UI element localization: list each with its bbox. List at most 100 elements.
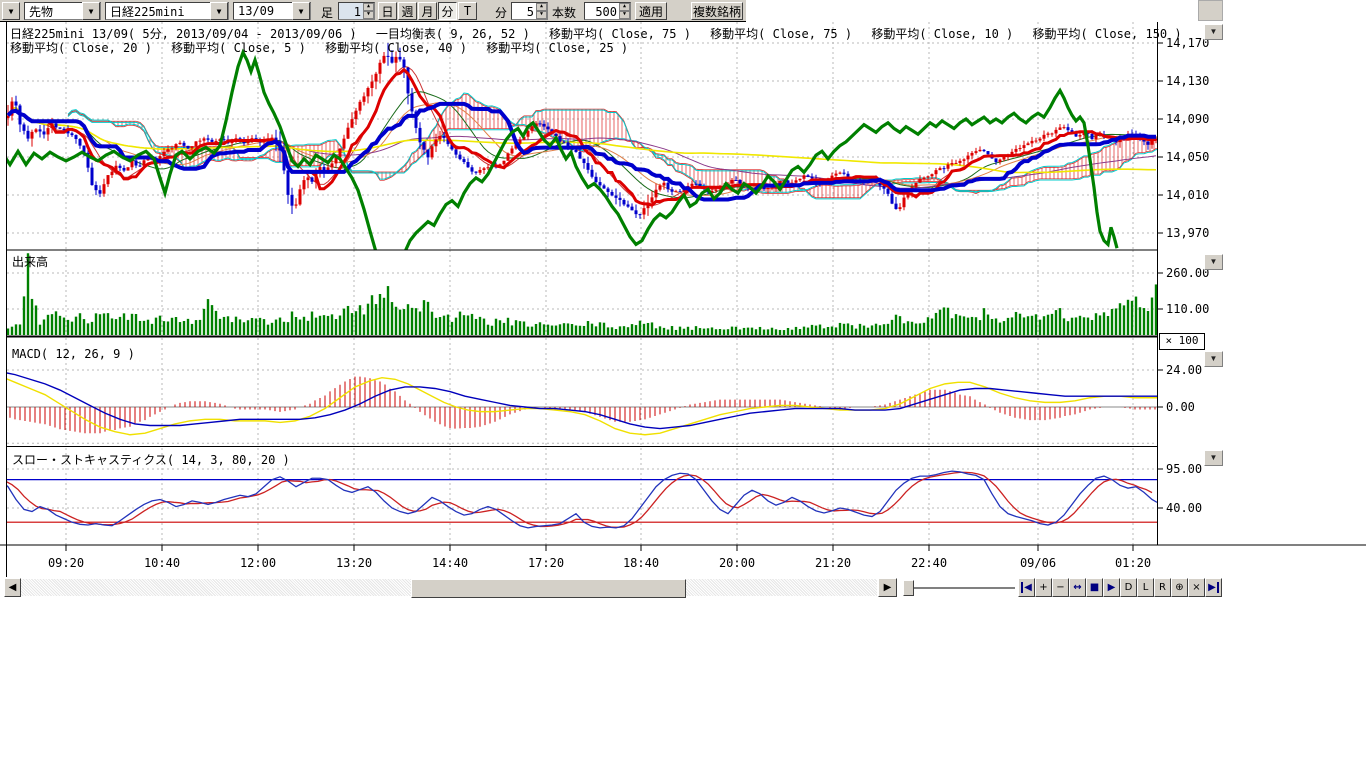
volume-multiplier-badge: × 100 [1159,333,1205,350]
svg-text:18:40: 18:40 [623,556,659,570]
menu-dropdown-button[interactable]: ▼ [2,2,20,20]
bar-width-slider[interactable] [903,578,1018,597]
price-panel-dropdown-button[interactable]: ▼ [1204,24,1223,40]
scroll-right-button[interactable]: ▶ [878,578,897,597]
slider-track[interactable] [911,587,1015,590]
period-day-button[interactable]: 日 [378,2,397,20]
svg-text:09/06: 09/06 [1020,556,1056,570]
jump-end-button-icon: ▶ [1208,582,1219,593]
apply-button[interactable]: 適用 [635,2,667,20]
legend-line-1: 日経225mini 13/09( 5分, 2013/09/04 - 2013/0… [10,27,1182,41]
count-stepper[interactable]: 500 ▲ ▼ [584,2,631,20]
svg-text:110.00: 110.00 [1166,302,1209,316]
count-label: 本数 [552,6,577,20]
stop-button-icon: ■ [1089,582,1100,593]
macd-panel-dropdown-button[interactable]: ▼ [1204,351,1223,367]
chevron-down-icon: ▼ [1209,257,1218,266]
bottom-scroll-row: ◀ ▶ ◀ + − ↔ ■ ▶ D L R ⊕ × ▶ [0,578,1226,598]
chevron-down-icon[interactable]: ▼ [292,2,310,20]
zoom-out-button[interactable]: − [1052,578,1069,597]
stoch-panel-dropdown-button[interactable]: ▼ [1204,450,1223,466]
svg-text:14:40: 14:40 [432,556,468,570]
horizontal-scrollbar-track[interactable] [21,579,877,598]
svg-text:09:20: 09:20 [48,556,84,570]
period-tick-button[interactable]: T [458,2,477,20]
zoom-out-button-icon: − [1056,582,1065,593]
svg-text:13:20: 13:20 [336,556,372,570]
chart-canvas[interactable]: 14,170 14,130 14,090 14,050 14,010 13,970 260.… [0,0,1366,600]
stepper-arrows-icon[interactable]: ▲ ▼ [536,3,547,19]
stoch-panel-label: スロー・ストキャスティクス( 14, 3, 80, 20 ) [12,453,290,467]
minute-stepper[interactable]: 5 ▲ ▼ [511,2,548,20]
svg-text:12:00: 12:00 [240,556,276,570]
svg-text:14,010: 14,010 [1166,188,1209,202]
jump-start-button-icon: ◀ [1021,582,1032,593]
contract-month-value: 13/09 [238,4,275,18]
legend-line-2: 移動平均( Close, 20 ) 移動平均( Close, 5 ) 移動平均(… [10,41,629,55]
r-mode-button-icon: R [1159,582,1166,593]
jump-start-button[interactable]: ◀ [1018,578,1035,597]
period-month-button[interactable]: 月 [418,2,437,20]
magnify-button[interactable]: ⊕ [1171,578,1188,597]
svg-text:40.00: 40.00 [1166,501,1202,515]
svg-text:21:20: 21:20 [815,556,851,570]
svg-text:13,970: 13,970 [1166,226,1209,240]
minute-value: 5 [526,5,534,19]
bar-label: 足 [321,6,334,20]
zoom-in-button[interactable]: + [1035,578,1052,597]
macd-panel-label: MACD( 12, 26, 9 ) [12,347,135,361]
stop-button[interactable]: ■ [1086,578,1103,597]
instrument-type-value: 先物 [29,4,54,19]
toolbar: ▼ 先物 ▼ 日経225mini ▼ 13/09 ▼ 足 1 ▲ ▼ 日 週 月 … [0,0,746,22]
svg-text:22:40: 22:40 [911,556,947,570]
stepper-arrows-icon[interactable]: ▲ ▼ [363,3,374,19]
close-button-icon: × [1192,582,1201,593]
horizontal-scrollbar-thumb[interactable] [411,579,686,598]
instrument-value: 日経225mini [110,4,185,19]
svg-text:10:40: 10:40 [144,556,180,570]
bar-count-stepper[interactable]: 1 ▲ ▼ [338,2,375,20]
d-mode-button[interactable]: D [1120,578,1137,597]
fit-button-icon: ↔ [1073,582,1082,593]
bar-count-value: 1 [353,5,361,19]
instrument-type-select[interactable]: 先物 ▼ [24,2,101,20]
chevron-down-icon[interactable]: ▼ [82,2,100,20]
zoom-in-button-icon: + [1039,582,1048,593]
chevron-down-icon: ▼ [1209,354,1218,363]
instrument-select[interactable]: 日経225mini ▼ [105,2,229,20]
svg-text:24.00: 24.00 [1166,363,1202,377]
magnify-button-icon: ⊕ [1175,582,1184,593]
svg-text:14,090: 14,090 [1166,112,1209,126]
contract-month-select[interactable]: 13/09 ▼ [233,2,311,20]
svg-text:14,130: 14,130 [1166,74,1209,88]
scroll-left-button[interactable]: ◀ [4,578,21,597]
volume-panel-dropdown-button[interactable]: ▼ [1204,254,1223,270]
chevron-down-icon[interactable]: ▼ [210,2,228,20]
svg-text:20:00: 20:00 [719,556,755,570]
left-arrow-icon: ◀ [8,582,17,593]
close-button[interactable]: × [1188,578,1205,597]
svg-text:95.00: 95.00 [1166,462,1202,476]
svg-text:17:20: 17:20 [528,556,564,570]
right-arrow-icon: ▶ [883,582,892,593]
l-mode-button-icon: L [1142,582,1149,593]
fit-button[interactable]: ↔ [1069,578,1086,597]
l-mode-button[interactable]: L [1137,578,1154,597]
stepper-arrows-icon[interactable]: ▲ ▼ [619,3,630,19]
play-button[interactable]: ▶ [1103,578,1120,597]
chevron-down-icon: ▼ [1209,27,1218,36]
svg-text:14,050: 14,050 [1166,150,1209,164]
minute-label: 分 [495,6,508,20]
svg-text:0.00: 0.00 [1166,400,1195,414]
play-button-icon: ▶ [1107,582,1116,593]
period-minute-button[interactable]: 分 [438,2,457,20]
volume-panel-label: 出来高 [12,255,49,269]
chevron-down-icon: ▼ [1209,453,1218,462]
r-mode-button[interactable]: R [1154,578,1171,597]
slider-thumb[interactable] [903,580,914,596]
multi-symbol-button[interactable]: 複数銘柄 [691,2,743,20]
top-right-scroll-corner[interactable] [1198,0,1223,21]
period-week-button[interactable]: 週 [398,2,417,20]
jump-end-button[interactable]: ▶ [1205,578,1222,597]
